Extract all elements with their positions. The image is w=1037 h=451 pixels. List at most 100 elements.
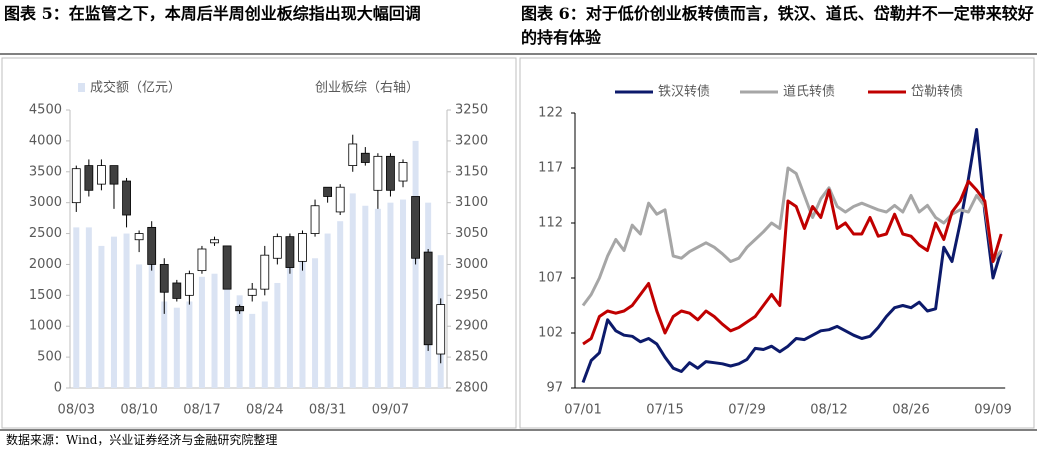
bar bbox=[249, 313, 256, 388]
candle-body bbox=[272, 236, 282, 259]
candle-body bbox=[172, 282, 182, 299]
y2-tick-label: 2900 bbox=[455, 319, 488, 334]
y-tick-label: 3000 bbox=[29, 195, 62, 210]
x-tick-label: 09/09 bbox=[974, 403, 1011, 418]
y2-tick-label: 3200 bbox=[455, 133, 488, 148]
candle-body bbox=[310, 205, 320, 234]
x-tick-label: 08/24 bbox=[246, 403, 283, 418]
candle-body bbox=[386, 155, 395, 191]
candle-body bbox=[348, 143, 358, 167]
candle-body bbox=[335, 186, 345, 213]
y-tick-label: 0 bbox=[54, 381, 62, 396]
bar bbox=[312, 258, 319, 388]
candle-body bbox=[260, 254, 270, 290]
bar bbox=[136, 264, 143, 388]
candle-body bbox=[247, 288, 257, 296]
x-tick-label: 08/12 bbox=[810, 403, 847, 418]
candle-body bbox=[197, 248, 207, 272]
bar bbox=[324, 233, 331, 388]
candle-body bbox=[71, 168, 81, 204]
y-tick-label: 112 bbox=[538, 216, 563, 231]
y2-tick-label: 3150 bbox=[455, 164, 488, 179]
y-tick-label: 1000 bbox=[29, 319, 62, 334]
bar bbox=[374, 208, 381, 388]
y-tick-label: 107 bbox=[538, 271, 563, 286]
y2-tick-label: 3050 bbox=[455, 226, 488, 241]
y-tick-label: 2500 bbox=[29, 226, 62, 241]
candle-body bbox=[210, 239, 219, 244]
y-tick-label: 3500 bbox=[29, 164, 62, 179]
candle-body bbox=[235, 306, 245, 312]
candle-body bbox=[97, 165, 106, 185]
legend-label: 创业板综（右轴） bbox=[315, 81, 419, 96]
bar bbox=[362, 205, 369, 388]
bar bbox=[261, 301, 268, 388]
candle-body bbox=[373, 155, 383, 191]
legend-label: 道氏转债 bbox=[783, 85, 835, 100]
candle-body bbox=[109, 165, 119, 185]
bar bbox=[337, 221, 344, 388]
bar bbox=[161, 301, 168, 388]
bar bbox=[198, 276, 205, 388]
candle-body bbox=[323, 186, 333, 197]
bar bbox=[211, 273, 218, 388]
chart-title: 图表 6：对于低价创业板转债而言，铁汉、道氏、岱勒并不一定带来较好的持有体验 bbox=[521, 4, 1034, 47]
legend-swatch bbox=[78, 83, 85, 92]
candle-body bbox=[423, 251, 433, 346]
y-tick-label: 102 bbox=[538, 326, 563, 341]
candle-body bbox=[159, 264, 169, 293]
candle-body bbox=[184, 273, 194, 296]
candle-body bbox=[222, 245, 232, 290]
bar bbox=[349, 193, 356, 388]
candle-body bbox=[398, 162, 408, 182]
x-tick-label: 08/31 bbox=[309, 403, 346, 418]
candle-body bbox=[122, 180, 131, 216]
x-tick-label: 07/29 bbox=[728, 403, 765, 418]
bar bbox=[299, 258, 306, 388]
x-tick-label: 08/10 bbox=[120, 403, 157, 418]
y-tick-label: 4500 bbox=[29, 103, 62, 118]
y-tick-label: 117 bbox=[538, 161, 563, 176]
y2-tick-label: 3100 bbox=[455, 195, 488, 210]
bar bbox=[110, 236, 117, 388]
line-series bbox=[581, 166, 1003, 307]
bar bbox=[85, 227, 92, 388]
candle-body bbox=[436, 304, 446, 355]
candle-body bbox=[285, 236, 295, 268]
x-tick-label: 07/15 bbox=[646, 403, 683, 418]
x-tick-label: 08/03 bbox=[58, 403, 95, 418]
candle-body bbox=[298, 233, 307, 262]
x-tick-label: 08/17 bbox=[183, 403, 220, 418]
y2-tick-label: 3250 bbox=[455, 103, 488, 118]
bar bbox=[73, 227, 80, 388]
bar bbox=[236, 295, 243, 388]
bar bbox=[186, 301, 193, 388]
chart-title: 图表 5：在监管之下，本周后半周创业板综指出现大幅回调 bbox=[4, 4, 421, 23]
bar bbox=[224, 273, 231, 388]
source-note: 数据来源：Wind，兴业证券经济与金融研究院整理 bbox=[6, 433, 278, 447]
bar bbox=[400, 199, 407, 388]
y-tick-label: 500 bbox=[37, 350, 62, 365]
panel-frame bbox=[1, 57, 517, 429]
line-series bbox=[581, 128, 1003, 384]
legend-label: 岱勒转债 bbox=[911, 85, 963, 100]
bar bbox=[123, 233, 130, 388]
bar bbox=[387, 202, 394, 388]
candle-body bbox=[134, 233, 144, 241]
y-tick-label: 4000 bbox=[29, 133, 62, 148]
y2-tick-label: 2850 bbox=[455, 350, 488, 365]
legend-label: 成交额（亿元） bbox=[90, 80, 181, 96]
y-tick-label: 1500 bbox=[29, 288, 62, 303]
bar bbox=[274, 282, 281, 388]
panel-frame bbox=[519, 57, 1035, 429]
y-tick-label: 2000 bbox=[29, 257, 62, 272]
candle-body bbox=[411, 196, 420, 259]
y2-tick-label: 2950 bbox=[455, 288, 488, 303]
legend-label: 铁汉转债 bbox=[658, 85, 710, 100]
y2-tick-label: 2800 bbox=[455, 381, 488, 396]
x-tick-label: 09/07 bbox=[372, 403, 409, 418]
candle-body bbox=[147, 226, 157, 265]
bar bbox=[173, 307, 180, 388]
